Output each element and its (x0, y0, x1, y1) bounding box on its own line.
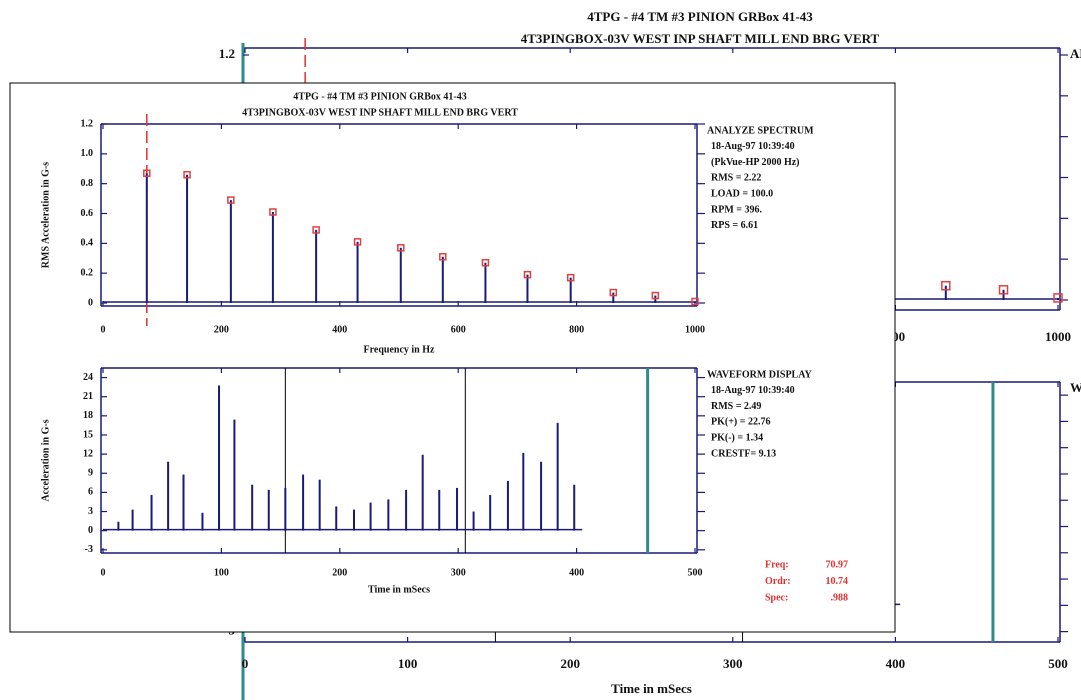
x-tick-label: 1000 (1045, 329, 1071, 344)
info-text: WAVEFORM DISPLAY (707, 369, 813, 380)
info-text: CRESTF= 9.13 (711, 448, 776, 459)
x-tick-label: 0 (242, 656, 249, 671)
info-text: RMS = 2.22 (711, 173, 761, 184)
info-text: 18-Aug-97 10:39:40 (711, 385, 795, 396)
info-text: WAVEFORM DISPLAY (1070, 380, 1081, 395)
panel-subtitle: 4T3PINGBOX-03V WEST INP SHAFT MILL END B… (242, 107, 518, 118)
peak-marker (523, 270, 532, 279)
peak-marker (183, 170, 191, 179)
x-tick-label: 100 (214, 567, 229, 578)
readout-label: Ordr: (765, 576, 791, 587)
peak-marker (1053, 293, 1063, 303)
y-tick-label: 3 (88, 506, 93, 517)
x-tick-label: 400 (332, 324, 347, 335)
info-text: RMS = 2.49 (711, 401, 761, 412)
y-tick-label: 0 (88, 525, 93, 536)
peak-marker (651, 291, 660, 300)
y-axis-title: RMS Acceleration in G-s (40, 162, 51, 268)
y-tick-label: 1.2 (81, 118, 94, 129)
x-tick-label: 1000 (685, 324, 705, 335)
y-tick-label: 0.6 (81, 208, 94, 219)
x-tick-label: 600 (451, 324, 466, 335)
readout-value: 10.74 (826, 576, 849, 587)
info-text: RPM = 396. (711, 204, 762, 215)
front-panel (9, 82, 896, 633)
x-tick-label: 0 (101, 324, 106, 335)
peak-marker (998, 285, 1009, 295)
y-tick-label: 15 (83, 429, 93, 440)
y-tick-label: 1.2 (219, 46, 235, 61)
y-tick-label: 21 (83, 391, 93, 402)
peak-marker (353, 238, 362, 246)
y-tick-label: 0 (88, 297, 93, 308)
y-tick-label: 12 (83, 448, 93, 459)
panel-title: 4TPG - #4 TM #3 PINION GRBox 41-43 (293, 91, 466, 102)
peak-marker (609, 288, 618, 297)
y-tick-label: 0.4 (81, 238, 94, 249)
y-tick-label: 9 (88, 468, 93, 479)
peak-marker (481, 258, 490, 267)
info-text: 18-Aug-97 10:39:40 (711, 141, 795, 152)
x-tick-label: 800 (569, 324, 584, 335)
y-tick-label: 18 (83, 410, 93, 421)
window-title: 4TPG - #4 TM #3 PINION GRBox 41-43 (587, 9, 813, 24)
info-text: LOAD = 100.0 (711, 188, 773, 199)
x-tick-label: 100 (398, 656, 418, 671)
y-tick-label: -3 (85, 544, 93, 555)
peak-marker (397, 244, 405, 252)
y-tick-label: 0.8 (81, 178, 94, 189)
x-axis-title: Time in mSecs (368, 584, 430, 595)
info-text: PK(-) = 1.34 (711, 432, 763, 443)
readout-label: Spec: (765, 592, 788, 603)
peak-marker (941, 280, 951, 291)
readout-label: Freq: (765, 559, 789, 570)
readout-value: 70.97 (826, 559, 849, 570)
x-tick-label: 400 (886, 656, 906, 671)
y-tick-label: 6 (88, 487, 93, 498)
x-axis-title: Time in mSecs (611, 681, 692, 696)
y-tick-label: 1.0 (81, 148, 94, 159)
peak-marker (143, 169, 151, 177)
info-text: (PkVue-HP 2000 Hz) (711, 157, 800, 168)
x-tick-label: 200 (214, 324, 229, 335)
window-subtitle: 4T3PINGBOX-03V WEST INP SHAFT MILL END B… (521, 31, 880, 46)
x-tick-label: 300 (451, 567, 466, 578)
x-tick-label: 200 (560, 656, 580, 671)
peak-marker (227, 196, 235, 204)
info-text: ANALYZE SPECTRUM (707, 125, 814, 136)
peak-marker (269, 208, 277, 216)
x-tick-label: 200 (332, 567, 347, 578)
info-text: RPS = 6.61 (711, 220, 758, 231)
x-tick-label: 300 (723, 656, 743, 671)
peak-marker (312, 226, 320, 234)
x-tick-label: 0 (101, 567, 106, 578)
x-tick-label: 400 (569, 567, 584, 578)
info-text: PK(+) = 22.76 (711, 417, 770, 428)
readout-value: .988 (831, 592, 849, 603)
peak-marker (439, 253, 447, 261)
y-axis-title: Acceleration in G-s (40, 419, 51, 501)
y-tick-label: 24 (83, 372, 93, 383)
x-tick-label: 500 (688, 567, 703, 578)
x-axis-title: Frequency in Hz (364, 344, 435, 355)
info-text: ANALYZE SPECTRUM (1070, 46, 1081, 61)
peak-marker (566, 273, 575, 282)
x-tick-label: 500 (1048, 656, 1068, 671)
y-tick-label: 0.2 (81, 267, 94, 278)
peak-marker (691, 297, 699, 306)
